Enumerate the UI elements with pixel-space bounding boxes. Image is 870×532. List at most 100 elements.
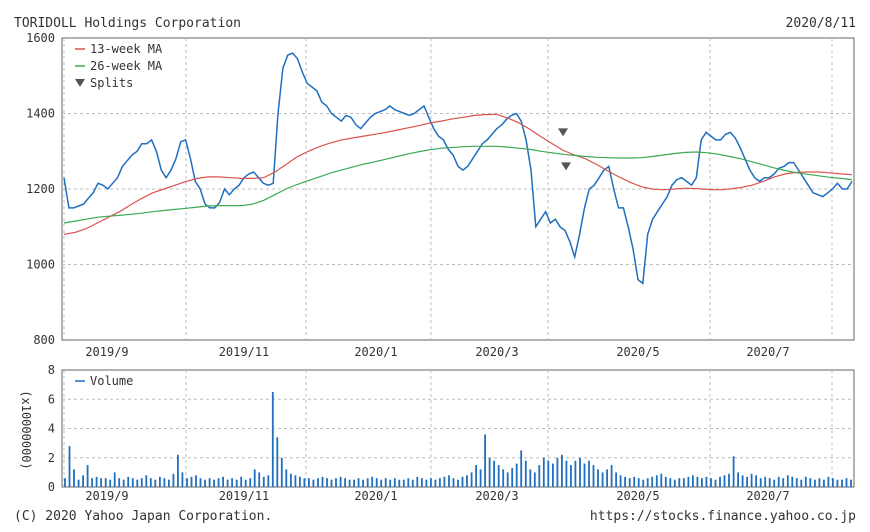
volume-bar [841, 479, 843, 487]
price-y-axis: 1600 1400 1200 1000 800 [26, 31, 55, 347]
volume-bar [348, 479, 351, 487]
volume-bar [208, 478, 211, 487]
volume-bar [280, 457, 283, 488]
volume-bar [741, 475, 744, 487]
price-x-tick-5: 2020/7 [746, 345, 789, 359]
volume-bar [547, 460, 550, 487]
volume-bar [511, 468, 514, 487]
volume-bar [290, 473, 292, 487]
volume-bar [244, 479, 247, 487]
volume-bar [773, 479, 776, 487]
volume-bar [696, 476, 699, 487]
volume-panel: 8 6 4 2 0 2019/9 2019/11 2020/1 2020/3 2020/5 202… [19, 363, 855, 503]
volume-x-tick-0: 2019/9 [85, 489, 128, 503]
volume-bar [95, 476, 98, 487]
volume-bar [276, 437, 279, 487]
volume-bar [606, 469, 608, 487]
volume-bar [579, 457, 581, 488]
volume-bar [253, 469, 256, 487]
volume-bar [642, 479, 645, 487]
volume-bar [68, 446, 71, 487]
volume-y-axis: 8 6 4 2 0 [48, 363, 55, 494]
price-y-tick-1000: 1000 [26, 258, 55, 272]
volume-bar [470, 472, 473, 487]
volume-bar [673, 479, 676, 487]
volume-bar [430, 478, 432, 487]
volume-bar [362, 479, 364, 487]
volume-bar [561, 454, 563, 487]
volume-bar [439, 478, 441, 487]
price-legend: 13-week MA 26-week MA Splits [75, 42, 163, 90]
chart-date: 2020/8/11 [786, 16, 856, 31]
volume-bar [502, 469, 505, 487]
volume-bar [475, 465, 477, 487]
volume-bar [299, 476, 301, 487]
volume-bar [524, 460, 527, 487]
volume-bar [100, 478, 102, 487]
volume-bar [168, 479, 170, 487]
volume-bar [416, 476, 419, 487]
volume-legend-label: Volume [90, 374, 133, 388]
price-y-tick-800: 800 [33, 333, 55, 347]
volume-bar [163, 478, 166, 487]
volume-legend: Volume [75, 374, 133, 388]
volume-bar [809, 478, 812, 487]
volume-bar [91, 478, 93, 487]
volume-bar [199, 478, 202, 487]
volume-bar [186, 478, 188, 487]
volume-bar [181, 472, 184, 487]
volume-bar [140, 478, 143, 487]
volume-bar [64, 478, 66, 487]
volume-bar [515, 463, 518, 487]
volume-x-tick-1: 2019/11 [219, 489, 270, 503]
volume-bar [786, 475, 789, 487]
price-x-tick-0: 2019/9 [85, 345, 128, 359]
volume-bar [714, 479, 717, 487]
volume-bar [823, 479, 825, 487]
volume-bar [818, 478, 821, 487]
volume-bar [357, 478, 360, 487]
volume-bar [204, 479, 206, 487]
volume-bar [493, 460, 495, 487]
volume-bar [172, 473, 175, 487]
volume-bar [814, 479, 816, 487]
volume-bar [737, 472, 739, 487]
volume-bar [86, 465, 89, 487]
volume-bar [701, 478, 703, 487]
legend-label-1: 26-week MA [90, 59, 163, 73]
price-line [63, 52, 853, 285]
volume-bar [330, 479, 333, 487]
volume-bar [719, 476, 721, 487]
volume-bar [240, 476, 243, 487]
volume-bar [308, 478, 310, 487]
volume-bar [850, 479, 852, 487]
volume-grid [62, 370, 854, 487]
price-x-tick-3: 2020/3 [475, 345, 518, 359]
volume-bar [226, 479, 229, 487]
volume-bar [339, 476, 342, 487]
volume-bar [321, 476, 324, 487]
volume-bar [552, 463, 554, 487]
volume-bar [570, 465, 572, 487]
volume-bar [177, 454, 179, 487]
volume-bar [231, 478, 233, 487]
source-url[interactable]: https://stocks.finance.yahoo.co.jp [590, 509, 856, 524]
volume-bar [118, 478, 121, 487]
price-x-axis: 2019/9 2019/11 2020/1 2020/3 2020/5 2020/7 [85, 345, 789, 359]
legend-label-0: 13-week MA [90, 42, 163, 56]
volume-bar [190, 476, 193, 487]
volume-bar [655, 475, 658, 487]
volume-bar [538, 465, 541, 487]
volume-bar [303, 478, 306, 487]
volume-bar [542, 457, 545, 488]
volume-bar [759, 478, 762, 487]
volume-bar [764, 476, 767, 487]
volume-x-axis: 2019/9 2019/11 2020/1 2020/3 2020/5 2020/7 [85, 489, 789, 503]
volume-bar [615, 472, 617, 487]
price-y-tick-1600: 1600 [26, 31, 55, 45]
volume-bar [271, 391, 274, 487]
volume-bar [728, 473, 730, 487]
volume-bar [628, 478, 631, 487]
